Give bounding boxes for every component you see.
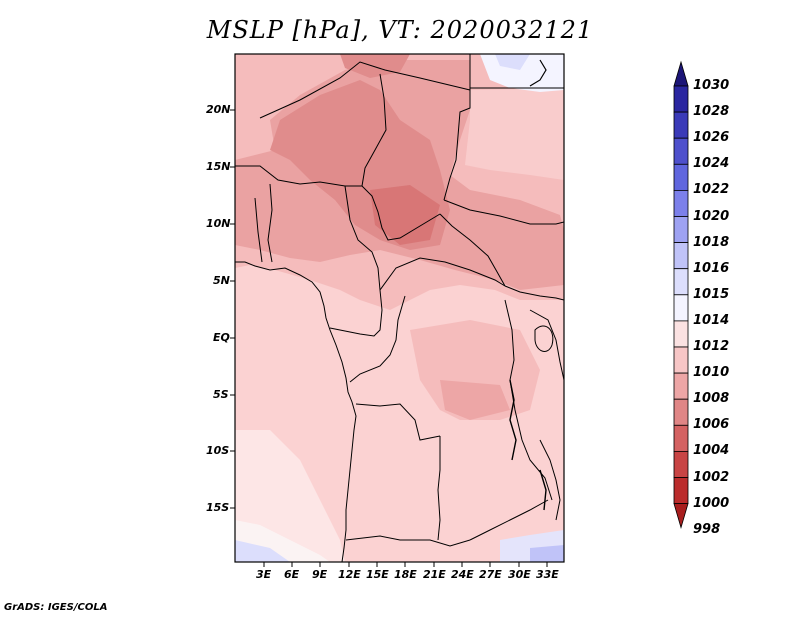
colorbar-level-label: 1028 <box>693 104 730 120</box>
lon-label-18e: 18E <box>394 568 417 581</box>
lake-malawi <box>539 469 547 511</box>
colorbar-segment <box>673 85 689 113</box>
field-1016-sw <box>235 540 290 562</box>
lon-label-33e: 33E <box>536 568 559 581</box>
border-namibia <box>345 535 471 547</box>
lon-label-6e: 6E <box>284 568 300 581</box>
border-libya-sudan <box>443 54 471 201</box>
colorbar-bottom-arrow <box>673 503 689 530</box>
colorbar-level-label: 1014 <box>693 312 730 328</box>
lon-label-12e: 12E <box>338 568 361 581</box>
border-ssudan <box>504 285 564 301</box>
colorbar-segment <box>673 268 689 296</box>
border-gabon <box>329 309 383 337</box>
colorbar-segment <box>673 242 689 270</box>
field-1018-se <box>530 545 564 562</box>
lat-label-15n: 15N <box>206 160 231 173</box>
lake-victoria <box>534 325 554 352</box>
lat-label-20n: 20N <box>206 103 231 116</box>
colorbar-level-label: 1022 <box>693 182 730 198</box>
lon-label-24e: 24E <box>451 568 474 581</box>
nile-delta <box>529 59 547 87</box>
lat-label-eq: EQ <box>213 331 230 344</box>
colorbar-segment <box>673 216 689 244</box>
map-border <box>234 53 565 563</box>
lon-ticks <box>263 562 548 567</box>
colorbar-segment <box>673 111 689 139</box>
footer-credit: GrADS: IGES/COLA <box>4 602 108 613</box>
lake-tanganyika <box>509 379 517 461</box>
border-car-south <box>379 257 506 291</box>
colorbar-segment <box>673 346 689 374</box>
lat-label-15s: 15S <box>206 501 230 514</box>
colorbar-level-label: 1010 <box>693 365 730 381</box>
lon-label-15e: 15E <box>366 568 389 581</box>
colorbar-level-label: 1018 <box>693 234 730 250</box>
colorbar-segment <box>673 320 689 348</box>
lat-label-10n: 10N <box>206 217 231 230</box>
colorbar-level-label: 1020 <box>693 208 730 224</box>
lon-label-9e: 9E <box>312 568 328 581</box>
colorbar-level-label: 1016 <box>693 260 730 276</box>
border-sahara <box>259 61 471 119</box>
colorbar-level-label: 998 <box>693 521 721 537</box>
border-zambia-south <box>469 499 549 541</box>
lon-label-30e: 30E <box>508 568 531 581</box>
colorbar-segment <box>673 477 689 505</box>
colorbar-level-label: 1015 <box>693 286 730 302</box>
colorbar-level-label: 1008 <box>693 391 730 407</box>
lon-label-3e: 3E <box>256 568 272 581</box>
lat-label-10s: 10S <box>206 444 230 457</box>
colorbar-level-label: 1026 <box>693 130 730 146</box>
colorbar <box>673 60 689 530</box>
colorbar-level-label: 1002 <box>693 469 730 485</box>
country-borders <box>235 54 564 562</box>
colorbar-segment <box>673 372 689 400</box>
border-mozambique <box>539 439 561 521</box>
border-car-sudan <box>439 213 506 287</box>
colorbar-level-label: 1000 <box>693 495 730 511</box>
border-benin <box>267 183 273 263</box>
pressure-field <box>235 54 564 562</box>
colorbar-level-label: 1024 <box>693 156 730 172</box>
border-niger-chad <box>361 73 387 187</box>
colorbar-segment <box>673 424 689 452</box>
border-sudan-ethiopia <box>443 199 564 225</box>
field-1004 <box>370 185 440 245</box>
border-angola-north <box>355 403 441 441</box>
lat-label-5n: 5N <box>213 274 230 287</box>
field-1012-east <box>465 88 564 180</box>
lon-label-21e: 21E <box>423 568 446 581</box>
colorbar-level-label: 1004 <box>693 443 730 459</box>
colorbar-level-label: 1006 <box>693 417 730 433</box>
border-nigeria-north <box>235 165 441 241</box>
colorbar-segment <box>673 450 689 478</box>
border-angola-zambia <box>437 436 441 541</box>
field-1008-congo <box>440 380 510 420</box>
field-1016-ne <box>495 54 530 70</box>
lon-label-27e: 27E <box>479 568 502 581</box>
colorbar-level-label: 1030 <box>693 78 730 93</box>
colorbar-segment <box>673 163 689 191</box>
colorbar-segment <box>673 294 689 322</box>
colorbar-segment <box>673 398 689 426</box>
colorbar-level-label: 1012 <box>693 339 730 354</box>
lat-label-5s: 5S <box>213 388 229 401</box>
colorbar-top-arrow <box>673 60 689 87</box>
border-togo <box>254 197 263 263</box>
border-kenya-uganda <box>529 309 564 381</box>
colorbar-segment <box>673 189 689 217</box>
west-coastline <box>235 261 357 562</box>
colorbar-segment <box>673 137 689 165</box>
lat-ticks <box>230 109 235 509</box>
plot-title: MSLP [hPa], VT: 2020032121 <box>206 16 594 44</box>
border-congo <box>349 295 406 383</box>
